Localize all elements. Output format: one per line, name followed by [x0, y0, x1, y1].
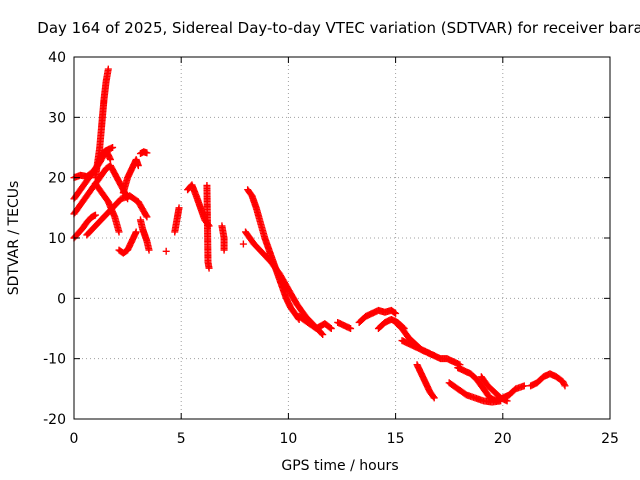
x-tick-label: 15 [387, 431, 405, 447]
arc-17-point [319, 331, 327, 339]
grid-layer [74, 57, 610, 419]
arc-26-point [429, 393, 437, 401]
y-tick-label: 40 [48, 50, 66, 66]
y-tick-label: 30 [48, 110, 66, 126]
arc-27-point [520, 382, 528, 390]
arc-7-point [115, 228, 123, 236]
axes: 0 5 10 15 20 25 -20 -10 0 10 20 30 40 [43, 50, 619, 447]
y-tick-label: 20 [48, 171, 66, 187]
arc-8-point [132, 228, 140, 236]
arc-1-point [91, 211, 99, 219]
y-tick-label: -20 [43, 412, 66, 428]
arc-17-point [318, 329, 326, 337]
arc-30-point [560, 380, 568, 388]
arc-3-point [109, 144, 117, 151]
x-tick-label: 20 [494, 431, 512, 447]
arc-20-point [326, 324, 334, 332]
arc-10-point [143, 149, 151, 157]
y-axis-label: SDTVAR / TECUs [6, 181, 22, 296]
arc-20-point [327, 325, 335, 332]
x-tick-label: 10 [279, 431, 297, 447]
arc-29-point [503, 397, 511, 405]
arc-4-point [106, 156, 114, 164]
x-axis-label: GPS time / hours [281, 458, 398, 474]
y-tick-label: 10 [48, 231, 66, 247]
x-tick-label: 5 [177, 431, 186, 447]
arc-13-point [175, 204, 183, 212]
chart-title: Day 164 of 2025, Sidereal Day-to-day VTE… [37, 19, 640, 37]
arc-16-point [220, 246, 228, 254]
arc-15-point [205, 264, 213, 272]
arc-22-point [391, 309, 399, 317]
data-marks [70, 65, 569, 406]
arc-9-point [134, 162, 142, 170]
arc-30-point [561, 382, 569, 390]
arc-11-point [145, 246, 153, 254]
arc-22-point [392, 309, 400, 317]
arc-21-point [347, 325, 355, 332]
y-tick-label: 0 [57, 291, 66, 307]
arc-19-point [239, 240, 247, 248]
x-tick-label: 0 [70, 431, 79, 447]
arc-12-point [162, 247, 170, 255]
arc-5-point [104, 65, 112, 73]
y-tick-label: -10 [43, 352, 66, 368]
arc-6-point [142, 212, 150, 220]
arc-6-point [143, 213, 151, 221]
x-tick-label: 25 [601, 431, 619, 447]
arc-26-point [430, 394, 438, 402]
